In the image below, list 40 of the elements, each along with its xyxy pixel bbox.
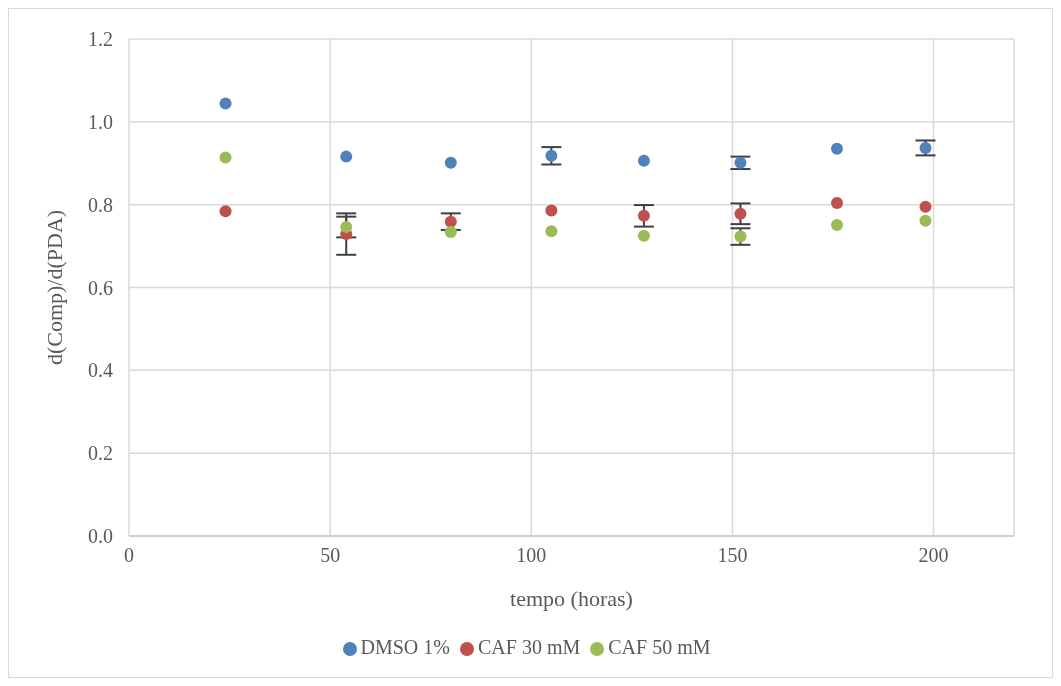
x-tick-label: 150 <box>717 544 748 567</box>
point <box>545 225 558 238</box>
legend-label: CAF 50 mM <box>608 636 711 658</box>
point <box>545 149 558 162</box>
point <box>919 141 932 154</box>
x-tick-label: 50 <box>320 544 341 567</box>
x-tick-label: 0 <box>124 544 134 567</box>
y-tick-label: 0.4 <box>88 359 113 382</box>
point <box>919 214 932 227</box>
point <box>637 209 650 222</box>
point <box>219 205 232 218</box>
point <box>831 142 843 155</box>
point <box>444 156 457 169</box>
y-axis-title: d(Comp)/d(PDA) <box>41 209 67 366</box>
point <box>831 218 843 231</box>
point <box>219 97 232 110</box>
legend-label: DMSO 1% <box>360 636 450 658</box>
point <box>831 197 843 210</box>
y-tick-label: 0.0 <box>88 525 113 548</box>
point <box>637 229 650 242</box>
y-tick-label: 0.2 <box>88 442 113 465</box>
legend-label: CAF 30 mM <box>477 636 581 658</box>
point <box>219 151 232 164</box>
point <box>340 150 353 163</box>
point <box>734 230 747 243</box>
point <box>919 200 932 213</box>
x-tick-label: 100 <box>516 544 547 567</box>
y-tick-label: 0.6 <box>88 276 113 299</box>
point <box>734 207 747 220</box>
y-tick-label: 1.0 <box>88 110 113 133</box>
point <box>444 226 457 238</box>
x-axis-title: tempo (horas) <box>510 586 633 611</box>
point <box>340 221 353 234</box>
point <box>734 156 747 169</box>
y-tick-label: 0.8 <box>88 193 113 216</box>
point <box>545 204 558 217</box>
x-tick-label: 200 <box>918 544 949 567</box>
y-tick-label: 1.2 <box>88 28 113 51</box>
point <box>637 154 650 167</box>
point <box>444 215 457 228</box>
